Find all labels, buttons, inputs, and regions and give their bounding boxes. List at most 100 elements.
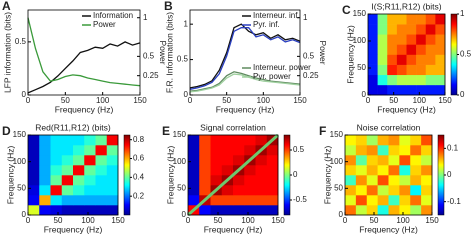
heat-cell [73,145,85,156]
heat-cell [388,195,400,206]
heat-cell [106,175,119,186]
heat-cell [210,165,223,176]
heat-cell [416,44,427,55]
heat-cell [425,84,436,96]
colorbar-tick-label: 0 [447,170,452,179]
heat-cell [425,44,436,55]
y-tick-label: 0 [182,210,187,219]
heat-cell [50,165,63,176]
heat-cell [28,135,40,146]
heat-cell [73,205,85,216]
heat-cell [377,145,389,156]
heat-cell [73,175,85,186]
y-tick-label: 50 [357,63,366,72]
y-tick-label: 50 [177,183,186,192]
heat-cell [406,84,417,96]
heat-cell [425,14,436,25]
y-axis-label: F.R. Information (bits) [164,12,174,93]
heat-cell [255,175,268,186]
heat-cell [84,135,96,146]
heat-cell [399,165,411,176]
heat-cell [387,64,398,76]
heat-cell [95,195,108,206]
panel-title: Red(R11,R12) (bits) [35,122,111,132]
heat-cell [435,54,446,65]
heat-cell [61,205,74,216]
heat-cell [73,195,85,206]
heat-cell [388,145,400,156]
legend-label: Interneur. power [253,63,311,72]
heat-cell [421,165,433,176]
heat-cell [377,135,389,146]
heat-cell [425,54,436,65]
heat-cell [366,165,378,176]
heat-cell [421,155,433,166]
heat-cell [421,195,433,206]
heat-cell [221,205,234,216]
y2-tick-label: 0.25 [303,71,319,80]
heat-cell [396,14,407,25]
heat-cell [188,175,200,186]
heat-cell [255,165,268,176]
heat-cell [233,195,245,206]
heat-cell [377,34,388,45]
heat-cell [233,175,245,186]
heat-cell [366,135,378,146]
heat-cell [368,64,378,76]
heat-cell [387,14,398,25]
heat-cell [221,185,234,196]
x-tick-label: 0 [188,96,193,105]
heat-cell [421,175,433,186]
colorbar-tick-label: -0.5 [293,195,307,204]
plot-frame [367,13,446,96]
plot-frame [27,134,119,216]
plot-frame [189,9,301,96]
y-axis-label: LFP information (bits) [2,12,12,93]
x-axis-label: Frequency (Hz) [377,104,436,114]
heat-cell [95,155,108,166]
heat-cell [61,155,74,166]
x-tick-label: 50 [370,216,379,225]
heat-cell [435,84,446,96]
heat-cell [387,44,398,55]
heat-cell [50,145,63,156]
panel-letter: C [342,3,351,17]
heat-cell [39,155,51,166]
heat-cell [61,185,74,196]
heat-cell [28,195,40,206]
y2-tick-label: 1 [303,13,308,22]
heat-cell [396,54,407,65]
heat-cell [39,165,51,176]
heat-cell [410,165,422,176]
heat-cell [410,145,422,156]
heat-cell [410,175,422,186]
heat-cell [377,84,388,96]
x-tick-label: 0 [26,216,31,225]
heat-cell [28,155,40,166]
heat-cell [345,155,357,166]
panel-letter: B [164,0,173,13]
heat-cell [50,185,63,196]
heat-cell [421,145,433,156]
heat-cell [188,145,200,156]
series-line [27,41,141,94]
heat-cell [355,185,368,196]
heat-cell [233,135,245,146]
heat-cell [366,195,378,206]
heat-cell [188,135,200,146]
heat-cell [244,205,256,216]
heat-cell [84,205,96,216]
heat-cell [435,34,446,45]
panel-letter: D [2,124,11,138]
plot-frame [344,134,433,216]
heat-cell [435,44,446,55]
series-line [189,71,301,92]
x-tick-label: 0 [186,216,191,225]
heat-cell [39,195,51,206]
heat-cell [345,165,357,176]
heat-cell [435,14,446,25]
heat-cell [106,165,119,176]
heat-cell [421,185,433,196]
heat-cell [244,195,256,206]
